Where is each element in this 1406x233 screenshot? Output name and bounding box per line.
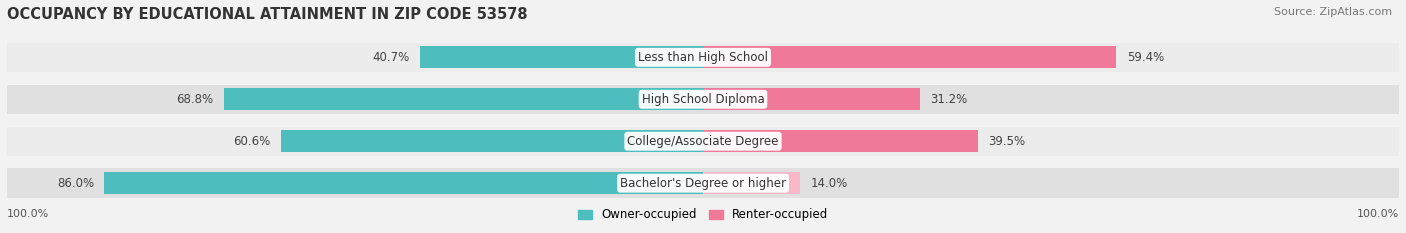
Text: 60.6%: 60.6% (233, 135, 271, 148)
Text: 59.4%: 59.4% (1126, 51, 1164, 64)
Text: Less than High School: Less than High School (638, 51, 768, 64)
Bar (7, 168, 1399, 198)
Text: 40.7%: 40.7% (373, 51, 409, 64)
Bar (224, 88, 703, 110)
Bar (7, 85, 1399, 114)
Text: OCCUPANCY BY EDUCATIONAL ATTAINMENT IN ZIP CODE 53578: OCCUPANCY BY EDUCATIONAL ATTAINMENT IN Z… (7, 7, 527, 22)
Text: Bachelor's Degree or higher: Bachelor's Degree or higher (620, 177, 786, 190)
Text: College/Associate Degree: College/Associate Degree (627, 135, 779, 148)
Text: 68.8%: 68.8% (177, 93, 214, 106)
Text: Source: ZipAtlas.com: Source: ZipAtlas.com (1274, 7, 1392, 17)
Text: 86.0%: 86.0% (56, 177, 94, 190)
Text: 14.0%: 14.0% (811, 177, 848, 190)
Bar (7, 43, 1399, 72)
Bar (703, 172, 800, 194)
Text: 31.2%: 31.2% (931, 93, 967, 106)
Bar (104, 172, 703, 194)
Bar (703, 88, 920, 110)
Bar (703, 130, 979, 152)
Text: 100.0%: 100.0% (7, 209, 49, 219)
Text: 100.0%: 100.0% (1357, 209, 1399, 219)
Bar (281, 130, 703, 152)
Bar (420, 46, 703, 68)
Bar (703, 46, 1116, 68)
Text: 39.5%: 39.5% (988, 135, 1025, 148)
Legend: Owner-occupied, Renter-occupied: Owner-occupied, Renter-occupied (572, 204, 834, 226)
Text: High School Diploma: High School Diploma (641, 93, 765, 106)
Bar (7, 127, 1399, 156)
